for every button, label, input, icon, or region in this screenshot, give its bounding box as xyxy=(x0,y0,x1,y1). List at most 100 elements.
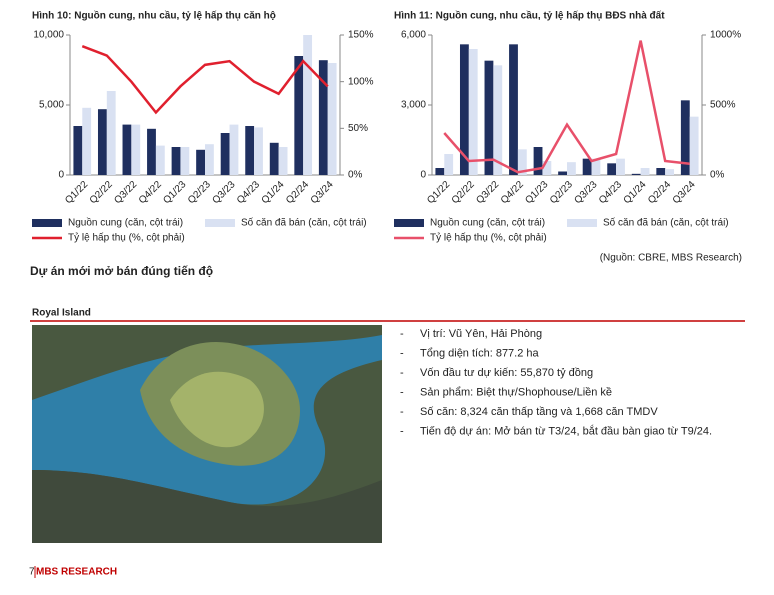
x-tick-label: Q2/24 xyxy=(284,179,311,206)
y-tick-label: 5,000 xyxy=(39,100,64,111)
x-tick-label: Q2/22 xyxy=(450,179,477,206)
legend-swatch xyxy=(205,219,235,227)
bar xyxy=(269,142,279,175)
x-tick-label: Q4/23 xyxy=(235,179,262,206)
bar xyxy=(245,126,255,175)
x-tick-label: Q4/23 xyxy=(597,179,624,206)
legend-swatch xyxy=(567,219,597,227)
y2-tick-label: 0% xyxy=(710,170,725,181)
y-tick-label: 0 xyxy=(58,170,64,181)
bar xyxy=(171,147,181,175)
bullet-text: Số căn: 8,324 căn thấp tầng và 1,668 căn… xyxy=(420,406,658,418)
section-title: Dự án mới mở bán đúng tiến độ xyxy=(30,264,213,278)
legend-label: Nguồn cung (căn, cột trái) xyxy=(430,217,545,229)
project-image xyxy=(32,325,382,543)
bar xyxy=(155,145,165,175)
bullet-text: Sản phẩm: Biệt thự/Shophouse/Liền kề xyxy=(420,386,612,398)
y-tick-label: 3,000 xyxy=(401,100,426,111)
bar xyxy=(656,168,666,175)
bar xyxy=(327,63,337,175)
y2-tick-label: 1000% xyxy=(710,30,741,41)
bar xyxy=(459,44,469,176)
bullet-text: Vốn đầu tư dự kiến: 55,870 tỷ đồng xyxy=(420,367,593,379)
bar xyxy=(254,127,263,175)
y2-tick-label: 500% xyxy=(710,100,736,111)
bullet-dash: - xyxy=(400,406,404,418)
chart-title: Hình 10: Nguồn cung, nhu cầu, tỷ lệ hấp … xyxy=(32,10,276,22)
bar xyxy=(542,161,552,175)
bar xyxy=(582,158,592,175)
x-tick-label: Q3/23 xyxy=(572,179,599,206)
project-name: Royal Island xyxy=(32,308,91,319)
bar xyxy=(567,162,576,175)
bullet-text: Tổng diện tích: 877.2 ha xyxy=(420,347,540,359)
bar xyxy=(591,158,601,175)
bar xyxy=(106,91,116,175)
x-tick-label: Q2/23 xyxy=(186,179,213,206)
x-tick-label: Q1/22 xyxy=(63,179,90,206)
bar xyxy=(196,149,205,175)
y-tick-label: 0 xyxy=(420,170,426,181)
x-tick-label: Q4/22 xyxy=(499,179,526,206)
bar xyxy=(665,169,675,175)
bullet-dash: - xyxy=(400,386,404,398)
bar xyxy=(631,173,641,175)
bar xyxy=(205,144,214,175)
bar xyxy=(82,107,92,175)
legend-swatch xyxy=(394,219,424,227)
bar xyxy=(147,128,156,175)
x-tick-label: Q1/24 xyxy=(622,179,649,206)
line xyxy=(443,40,690,174)
bar xyxy=(278,147,288,175)
bar xyxy=(444,154,454,175)
bar xyxy=(122,124,132,175)
line xyxy=(81,45,329,115)
x-tick-label: Q3/22 xyxy=(112,179,139,206)
chart-title: Hình 11: Nguồn cung, nhu cầu, tỷ lệ hấp … xyxy=(394,10,665,22)
x-tick-label: Q3/24 xyxy=(309,179,336,206)
bar xyxy=(468,49,478,175)
bar xyxy=(517,149,527,175)
bar xyxy=(303,35,313,175)
legend-label: Số căn đã bán (căn, cột trái) xyxy=(241,217,367,229)
bullet-text: Vị trí: Vũ Yên, Hải Phòng xyxy=(420,328,542,340)
bar xyxy=(533,147,543,175)
legend-label: Số căn đã bán (căn, cột trái) xyxy=(603,217,729,229)
legend-swatch xyxy=(32,219,62,227)
bar xyxy=(484,60,494,175)
bar xyxy=(640,168,650,175)
bar xyxy=(131,124,141,175)
footer-brand: MBS RESEARCH xyxy=(36,567,117,578)
source-note: (Nguồn: CBRE, MBS Research) xyxy=(600,252,742,264)
bullet-dash: - xyxy=(400,328,404,340)
x-tick-label: Q2/23 xyxy=(548,179,575,206)
page-number: 7 xyxy=(29,567,35,578)
bar xyxy=(229,124,239,175)
bullet-dash: - xyxy=(400,425,404,437)
y2-tick-label: 50% xyxy=(348,123,368,134)
bullet-text: Tiến độ dự án: Mở bán từ T3/24, bắt đầu … xyxy=(420,424,712,437)
x-tick-label: Q1/23 xyxy=(161,179,188,206)
bar xyxy=(294,56,304,175)
x-tick-label: Q3/24 xyxy=(671,179,698,206)
x-tick-label: Q3/23 xyxy=(210,179,237,206)
x-tick-label: Q1/24 xyxy=(260,179,287,206)
bar xyxy=(97,109,107,175)
bar xyxy=(73,126,83,175)
y-tick-label: 6,000 xyxy=(401,30,426,41)
x-tick-label: Q3/22 xyxy=(474,179,501,206)
y-tick-label: 10,000 xyxy=(33,30,64,41)
y2-tick-label: 100% xyxy=(348,76,374,87)
x-tick-label: Q2/22 xyxy=(88,179,115,206)
y2-tick-label: 0% xyxy=(348,170,363,181)
bar xyxy=(220,133,230,175)
bar xyxy=(509,44,518,176)
legend-label: Tỷ lệ hấp thụ (%, cột phải) xyxy=(68,232,185,244)
x-tick-label: Q1/23 xyxy=(523,179,550,206)
bar xyxy=(435,168,445,175)
x-tick-label: Q1/22 xyxy=(425,179,452,206)
bullet-dash: - xyxy=(400,367,404,379)
bullet-dash: - xyxy=(400,347,404,359)
bar xyxy=(689,116,699,175)
